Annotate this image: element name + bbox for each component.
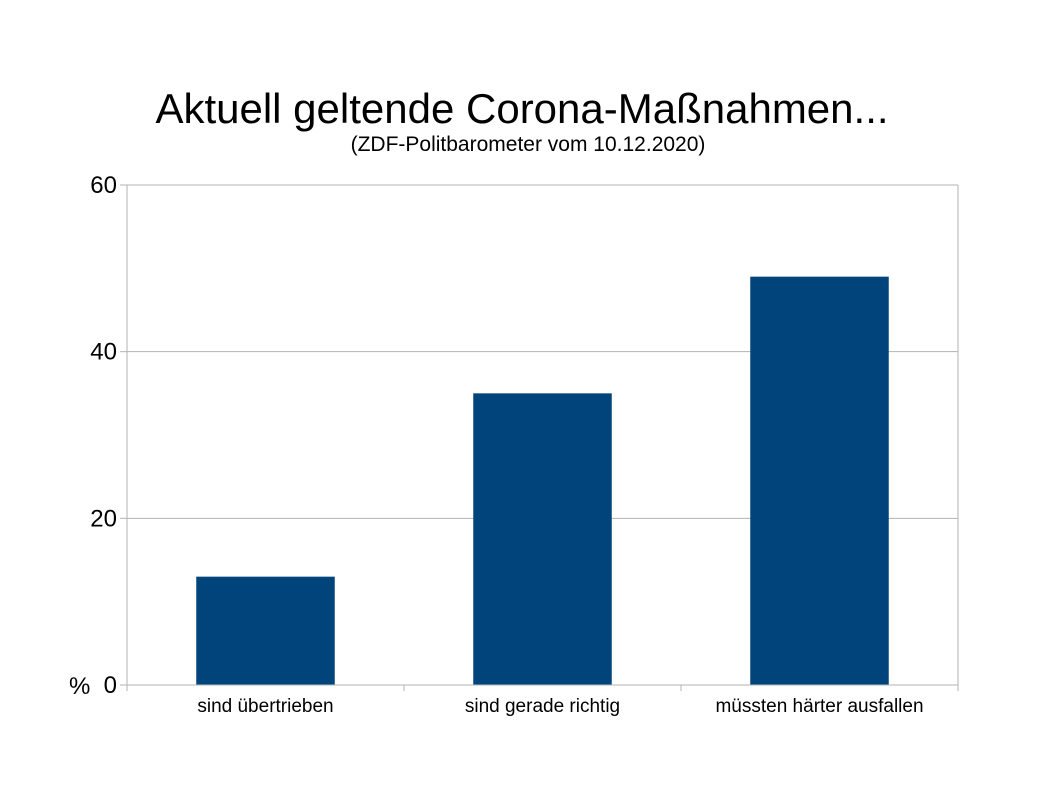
bar-1	[196, 576, 335, 685]
bar-3	[750, 276, 889, 685]
y-tick-label-40: 40	[90, 339, 117, 366]
y-axis-unit-label: %	[69, 673, 90, 700]
chart-title: Aktuell geltende Corona-Maßnahmen...	[155, 85, 888, 132]
x-tick-label-1: sind übertrieben	[197, 696, 333, 717]
bars	[196, 276, 889, 685]
bar-2	[473, 393, 612, 685]
tick-labels: 0 20 40 60 sind übertrieben sind gerade richt…	[90, 172, 923, 717]
y-tick-label-0: 0	[104, 672, 117, 699]
x-tick-label-2: sind gerade richtig	[465, 696, 620, 717]
axes	[120, 184, 959, 691]
x-tick-label-3: müssten härter ausfallen	[715, 696, 923, 717]
chart-subtitle: (ZDF-Politbarometer vom 10.12.2020)	[351, 133, 706, 156]
y-tick-label-20: 20	[90, 505, 117, 532]
y-tick-label-60: 60	[90, 172, 117, 199]
